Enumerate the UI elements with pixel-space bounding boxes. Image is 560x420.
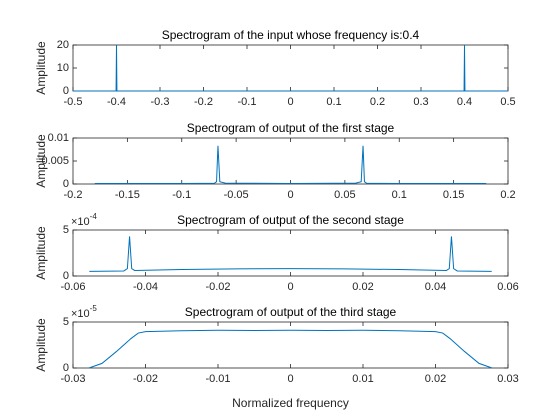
x-tick-label: 0 xyxy=(287,373,293,385)
y-axis-label: Amplitude xyxy=(34,134,48,188)
data-line xyxy=(73,44,508,92)
y-tick-label: 20 xyxy=(57,39,69,51)
y-tick-label: 0 xyxy=(63,178,69,190)
y-tick-label: 0 xyxy=(63,270,69,282)
y-tick-label: 5 xyxy=(63,224,69,236)
x-tick-label: 0 xyxy=(287,96,293,108)
y-tick-label: 0.01 xyxy=(48,132,69,144)
y-tick-label: 0 xyxy=(63,85,69,97)
exponent-power: -4 xyxy=(90,212,98,221)
x-tick-label: -0.2 xyxy=(194,96,213,108)
x-tick-label: -0.15 xyxy=(115,189,140,201)
x-tick-label: -0.01 xyxy=(205,373,230,385)
x-tick-label: 0.5 xyxy=(500,96,515,108)
chart-title: Spectrogram of output of the first stage xyxy=(187,121,395,135)
x-tick-label: -0.02 xyxy=(133,373,158,385)
y-axis-label: Amplitude xyxy=(34,41,48,95)
y-tick-label: 10 xyxy=(57,62,69,74)
x-tick-label: -0.05 xyxy=(224,189,249,201)
x-tick-label: -0.1 xyxy=(172,189,191,201)
x-tick-label: -0.04 xyxy=(133,281,158,293)
x-tick-label: -0.03 xyxy=(60,373,85,385)
data-line xyxy=(89,236,492,272)
x-tick-label: 0.4 xyxy=(457,96,472,108)
x-tick-label: 0.15 xyxy=(443,189,464,201)
x-tick-label: -0.1 xyxy=(238,96,257,108)
y-axis-label: Amplitude xyxy=(34,318,48,372)
x-tick-label: 0.3 xyxy=(413,96,428,108)
chart-title: Spectrogram of output of the third stage xyxy=(185,305,397,319)
y-tick-label: 0 xyxy=(63,362,69,374)
y-tick-label: 5 xyxy=(63,316,69,328)
data-line xyxy=(88,329,493,369)
x-tick-label: -0.06 xyxy=(60,281,85,293)
y-scale-exponent: ×10-5 xyxy=(71,304,97,320)
x-tick-label: -0.02 xyxy=(205,281,230,293)
axes-box xyxy=(72,321,509,369)
x-tick-label: 0.1 xyxy=(326,96,341,108)
x-tick-label: 0 xyxy=(287,189,293,201)
x-tick-label: 0 xyxy=(287,281,293,293)
x-tick-label: 0.04 xyxy=(425,281,446,293)
chart-title: Spectrogram of output of the second stag… xyxy=(177,213,404,227)
x-tick-label: 0.2 xyxy=(370,96,385,108)
x-tick-label: -0.2 xyxy=(64,189,83,201)
x-tick-label: 0.03 xyxy=(497,373,518,385)
x-tick-label: 0.02 xyxy=(425,373,446,385)
x-tick-label: 0.05 xyxy=(334,189,355,201)
axes-box xyxy=(72,44,509,92)
axes-box xyxy=(72,137,509,185)
x-tick-label: -0.5 xyxy=(64,96,83,108)
x-tick-label: 0.1 xyxy=(392,189,407,201)
exponent-power: -5 xyxy=(90,304,98,313)
x-tick-label: 0.01 xyxy=(352,373,373,385)
chart-title: Spectrogram of the input whose frequency… xyxy=(162,28,420,42)
y-tick-label: 0.005 xyxy=(41,155,69,167)
x-tick-label: -0.3 xyxy=(151,96,170,108)
x-tick-label: 0.06 xyxy=(497,281,518,293)
exponent-base: ×10 xyxy=(71,216,90,228)
y-scale-exponent: ×10-4 xyxy=(71,212,97,228)
x-tick-label: 0.2 xyxy=(500,189,515,201)
x-tick-label: 0.02 xyxy=(352,281,373,293)
exponent-base: ×10 xyxy=(71,308,90,320)
x-tick-label: -0.4 xyxy=(107,96,126,108)
data-line xyxy=(94,145,487,185)
x-axis-label: Normalized frequency xyxy=(232,396,349,410)
y-axis-label: Amplitude xyxy=(34,226,48,280)
